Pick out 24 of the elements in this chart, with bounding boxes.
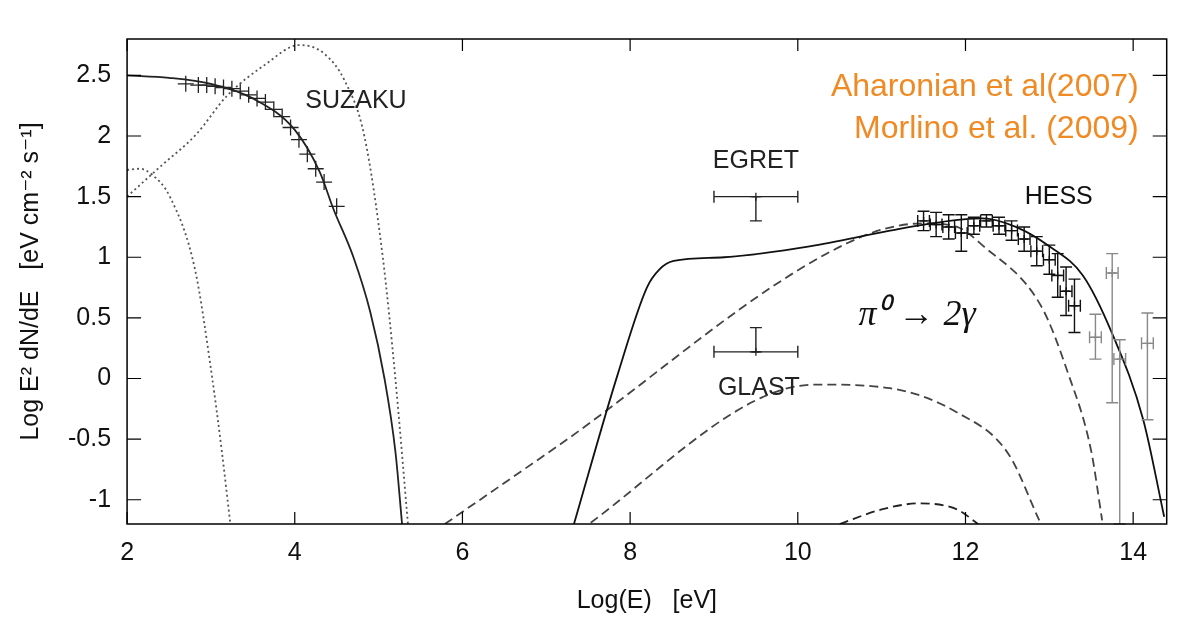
- y-tick-label: 0: [97, 362, 112, 391]
- x-axis-title: Log(E) [eV]: [576, 584, 718, 613]
- y-tick-label: 2.5: [76, 59, 112, 88]
- y-axis-title: Log E² dN/dE [eV cm⁻² s⁻¹]: [14, 122, 43, 441]
- x-tick-label: 14: [1119, 536, 1148, 565]
- y-tick-label: 1.5: [76, 180, 112, 209]
- x-tick-label: 6: [455, 536, 470, 565]
- annotation: Aharonian et al(2007): [830, 66, 1139, 103]
- series-label: GLAST: [717, 371, 800, 400]
- x-tick-label: 4: [287, 536, 302, 565]
- x-tick-label: 10: [783, 536, 812, 565]
- series-label: π⁰ → 2γ: [858, 293, 977, 334]
- x-tick-label: 12: [951, 536, 980, 565]
- annotation: Morlino et al. (2009): [854, 108, 1139, 145]
- y-tick-label: 0.5: [76, 301, 112, 330]
- y-tick-label: -1: [88, 483, 112, 512]
- y-tick-label: 1: [97, 241, 112, 270]
- x-tick-label: 2: [120, 536, 135, 565]
- x-tick-label: 8: [623, 536, 638, 565]
- series-label: SUZAKU: [305, 84, 407, 113]
- y-tick-label: 2: [97, 119, 112, 148]
- series-label: EGRET: [712, 144, 799, 173]
- y-tick-label: -0.5: [67, 423, 112, 452]
- series-label: HESS: [1024, 181, 1093, 210]
